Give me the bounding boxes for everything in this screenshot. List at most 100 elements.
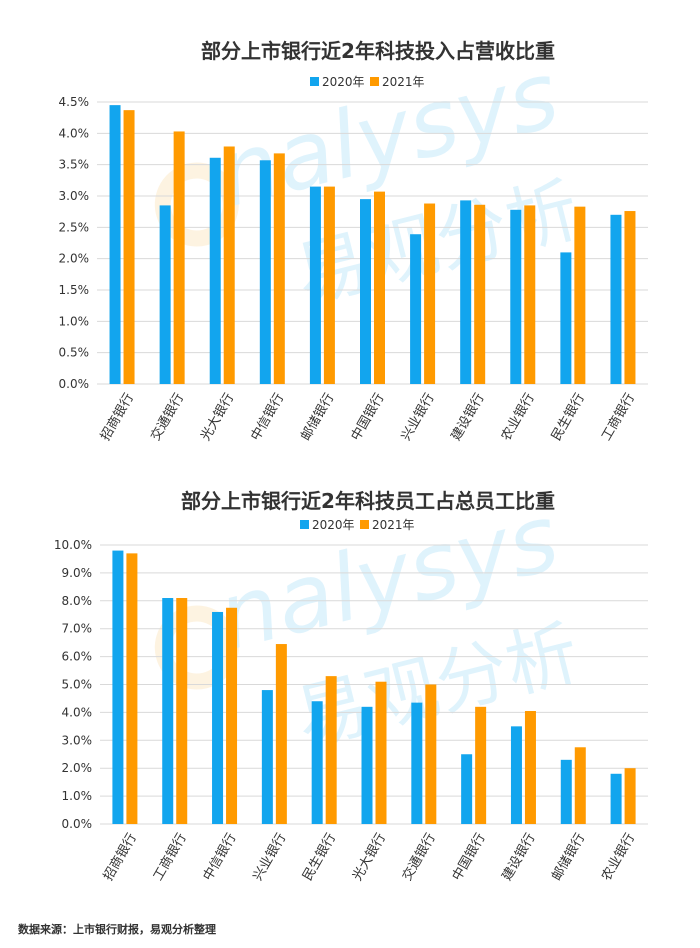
bar-交通银行-2021年 bbox=[173, 131, 185, 384]
x-tick-label: 工商银行 bbox=[599, 391, 638, 444]
y-tick-label: 3.0% bbox=[59, 189, 90, 203]
x-tick-label: 光大银行 bbox=[350, 831, 389, 884]
bar-邮储银行-2021年 bbox=[574, 747, 586, 824]
x-tick-label: 邮储银行 bbox=[549, 831, 588, 884]
x-tick-label: 农业银行 bbox=[599, 831, 638, 884]
bar-建设银行-2020年 bbox=[460, 200, 472, 384]
y-tick-label: 1.0% bbox=[59, 314, 90, 328]
bar-民生银行-2020年 bbox=[311, 701, 323, 824]
bar-兴业银行-2021年 bbox=[424, 203, 436, 384]
x-tick-label: 兴业银行 bbox=[250, 831, 289, 884]
legend-label: 2020年 bbox=[312, 518, 355, 532]
y-tick-label: 9.0% bbox=[62, 566, 93, 580]
bar-光大银行-2020年 bbox=[209, 157, 221, 384]
x-tick-label: 工商银行 bbox=[151, 831, 190, 884]
chart-title: 部分上市银行近2年科技员工占总员工比重 bbox=[181, 489, 555, 513]
bar-兴业银行-2020年 bbox=[261, 690, 273, 824]
bar-交通银行-2021年 bbox=[425, 684, 437, 824]
source-note: 数据来源：上市银行财报，易观分析整理 bbox=[18, 923, 216, 936]
bar-中国银行-2020年 bbox=[461, 754, 473, 824]
y-tick-label: 10.0% bbox=[54, 538, 92, 552]
bar-交通银行-2020年 bbox=[411, 702, 423, 824]
bar-农业银行-2021年 bbox=[624, 768, 636, 824]
bar-招商银行-2021年 bbox=[123, 110, 135, 384]
x-tick-label: 交通银行 bbox=[399, 830, 439, 883]
x-tick-label: 中国银行 bbox=[349, 391, 388, 444]
bar-中信银行-2021年 bbox=[226, 607, 238, 824]
legend: 2020年 2021年 bbox=[300, 518, 415, 532]
bar-中国银行-2021年 bbox=[475, 706, 487, 824]
y-tick-label: 2.5% bbox=[59, 220, 90, 234]
x-tick-label: 中国银行 bbox=[450, 831, 489, 884]
bar-建设银行-2021年 bbox=[524, 711, 536, 824]
y-tick-label: 8.0% bbox=[62, 594, 93, 608]
x-tick-label: 中信银行 bbox=[201, 831, 240, 884]
y-tick-label: 3.5% bbox=[59, 158, 90, 172]
x-tick-label: 民生银行 bbox=[549, 391, 588, 444]
bar-邮储银行-2021年 bbox=[323, 186, 335, 384]
bar-光大银行-2020年 bbox=[361, 706, 373, 824]
y-tick-label: 0.5% bbox=[59, 346, 90, 360]
y-tick-label: 6.0% bbox=[62, 650, 93, 664]
bar-民生银行-2021年 bbox=[574, 206, 586, 384]
y-tick-label: 4.0% bbox=[62, 705, 93, 719]
bar-邮储银行-2020年 bbox=[309, 186, 321, 384]
x-tick-label: 中信银行 bbox=[248, 391, 287, 444]
x-tick-label: 光大银行 bbox=[198, 391, 237, 444]
bar-工商银行-2021年 bbox=[624, 211, 636, 384]
bar-建设银行-2021年 bbox=[474, 204, 486, 384]
y-tick-label: 4.0% bbox=[59, 126, 90, 140]
x-tick-label: 交通银行 bbox=[147, 390, 187, 443]
bar-兴业银行-2020年 bbox=[410, 234, 422, 384]
bar-农业银行-2020年 bbox=[610, 773, 622, 824]
legend-label: 2021年 bbox=[372, 518, 415, 532]
y-tick-label: 2.0% bbox=[62, 761, 93, 775]
y-tick-label: 7.0% bbox=[62, 622, 93, 636]
y-tick-label: 1.5% bbox=[59, 283, 90, 297]
bar-招商银行-2021年 bbox=[126, 553, 138, 824]
bar-中信银行-2020年 bbox=[259, 160, 271, 384]
y-tick-label: 4.5% bbox=[59, 95, 90, 109]
legend-label: 2021年 bbox=[382, 75, 425, 89]
chart-title: 部分上市银行近2年科技投入占营收比重 bbox=[201, 39, 555, 63]
bar-建设银行-2020年 bbox=[510, 726, 522, 824]
bar-光大银行-2021年 bbox=[375, 681, 387, 824]
bar-招商银行-2020年 bbox=[112, 550, 124, 824]
x-tick-label: 农业银行 bbox=[499, 391, 538, 444]
bar-民生银行-2021年 bbox=[325, 676, 337, 824]
x-tick-label: 邮储银行 bbox=[298, 391, 337, 444]
bar-邮储银行-2020年 bbox=[560, 759, 572, 824]
bar-中国银行-2021年 bbox=[374, 191, 385, 384]
legend: 2020年 2021年 bbox=[310, 75, 425, 89]
bar-中信银行-2020年 bbox=[212, 611, 224, 824]
bar-兴业银行-2021年 bbox=[275, 644, 287, 824]
bar-交通银行-2020年 bbox=[159, 205, 171, 384]
bar-招商银行-2020年 bbox=[109, 105, 121, 384]
bar-中国银行-2020年 bbox=[360, 199, 371, 384]
x-tick-label: 建设银行 bbox=[500, 831, 539, 884]
x-tick-label: 招商银行 bbox=[101, 831, 140, 884]
bar-农业银行-2020年 bbox=[510, 209, 522, 384]
y-tick-label: 0.0% bbox=[62, 817, 93, 831]
x-tick-label: 兴业银行 bbox=[399, 391, 438, 444]
bar-民生银行-2020年 bbox=[560, 252, 572, 384]
y-tick-label: 2.0% bbox=[59, 252, 90, 266]
legend-swatch-2021年 bbox=[360, 520, 369, 529]
x-tick-label: 招商银行 bbox=[98, 391, 137, 444]
bar-光大银行-2021年 bbox=[223, 146, 235, 384]
y-tick-label: 5.0% bbox=[62, 678, 93, 692]
legend-label: 2020年 bbox=[322, 75, 365, 89]
legend-swatch-2020年 bbox=[310, 77, 319, 86]
y-tick-label: 0.0% bbox=[59, 377, 90, 391]
y-tick-label: 1.0% bbox=[62, 789, 93, 803]
x-tick-label: 建设银行 bbox=[449, 391, 488, 444]
y-tick-label: 3.0% bbox=[62, 733, 93, 747]
bar-中信银行-2021年 bbox=[273, 153, 285, 384]
bar-农业银行-2021年 bbox=[524, 205, 536, 384]
bar-工商银行-2020年 bbox=[162, 598, 174, 824]
x-tick-label: 民生银行 bbox=[300, 831, 339, 884]
bar-工商银行-2020年 bbox=[610, 214, 622, 384]
